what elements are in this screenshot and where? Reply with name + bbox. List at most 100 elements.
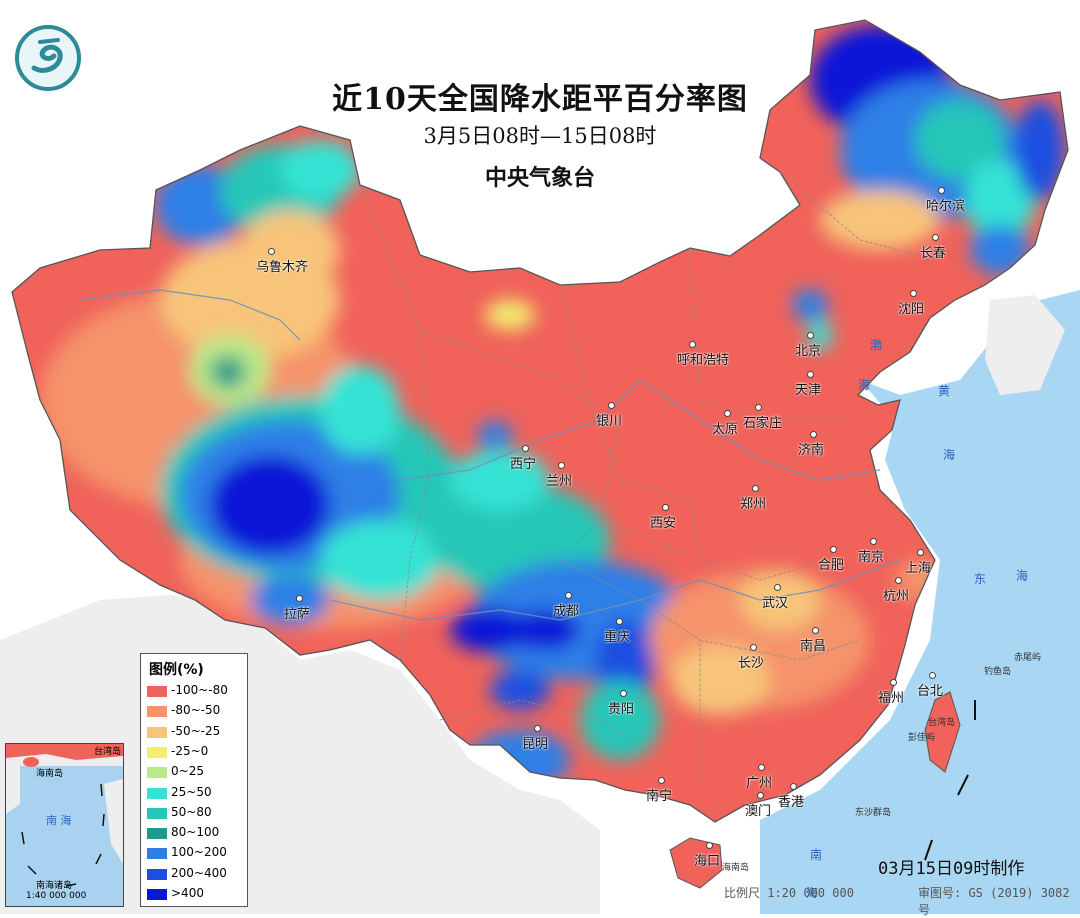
logo-emblem-icon <box>15 25 81 91</box>
city-marker-icon <box>706 842 713 849</box>
city-label: 乌鲁木齐 <box>256 260 309 275</box>
city-marker-icon <box>807 332 814 339</box>
legend-label: 50~80 <box>171 804 212 819</box>
city-label: 重庆 <box>604 630 631 645</box>
legend-swatch <box>147 686 167 697</box>
city-marker-icon <box>724 410 731 417</box>
legend-label: 200~400 <box>171 865 227 880</box>
legend-item: -100~-80 <box>147 682 247 700</box>
sea-label: 海 <box>858 378 871 392</box>
city-marker-icon <box>929 672 936 679</box>
legend-swatch <box>147 726 167 738</box>
legend-label: 100~200 <box>171 845 227 860</box>
city-marker-icon <box>558 462 565 469</box>
legend-label: 25~50 <box>171 784 212 799</box>
map-subtitle: 3月5日08时—15日08时 <box>423 124 657 148</box>
city-label: 拉萨 <box>284 607 311 622</box>
sea-label: 海 <box>1016 569 1029 583</box>
city-label: 广州 <box>746 776 773 791</box>
city-marker-icon <box>810 431 817 438</box>
legend-swatch <box>147 807 167 819</box>
city-label: 海口 <box>694 854 721 869</box>
sea-label: 渤 <box>870 338 883 352</box>
city-marker-icon <box>910 290 917 297</box>
legend-swatch <box>147 848 167 860</box>
legend: 图例(%) -100~-80 -80~-50 -50~-25 -25~0 0~25 25~… <box>140 653 248 907</box>
city-label: 西宁 <box>510 457 537 472</box>
city-label: 南昌 <box>800 639 827 654</box>
legend-label: 0~25 <box>171 764 204 779</box>
legend-title: 图例(%) <box>149 662 204 678</box>
city-label: 呼和浩特 <box>677 353 730 368</box>
city-marker-icon <box>895 577 902 584</box>
city-marker-icon <box>534 725 541 732</box>
city-label: 长春 <box>920 246 947 261</box>
city-marker-icon <box>268 248 275 255</box>
legend-item: 25~50 <box>147 784 247 802</box>
city-label: 西安 <box>650 516 677 531</box>
inset-sea-label: 南 海 <box>46 814 72 827</box>
island-label: 赤尾屿 <box>1014 653 1042 663</box>
legend-label: >400 <box>171 886 204 900</box>
city-marker-icon <box>620 690 627 697</box>
inset-map <box>6 744 123 887</box>
city-label: 南宁 <box>646 789 673 804</box>
legend-item: 80~100 <box>147 824 247 842</box>
map-organization: 中央气象台 <box>484 165 595 191</box>
legend-swatch <box>147 767 167 779</box>
city-marker-icon <box>917 549 924 556</box>
legend-label: 80~100 <box>171 825 220 840</box>
city-marker-icon <box>755 404 762 411</box>
city-label: 昆明 <box>522 737 549 752</box>
legend-item: 50~80 <box>147 804 247 822</box>
city-marker-icon <box>774 584 781 591</box>
city-label: 太原 <box>712 422 739 437</box>
city-marker-icon <box>830 546 837 553</box>
city-label: 郑州 <box>740 497 767 512</box>
city-marker-icon <box>758 764 765 771</box>
city-marker-icon <box>932 234 939 241</box>
legend-item: 100~200 <box>147 844 247 862</box>
city-marker-icon <box>522 445 529 452</box>
city-label: 兰州 <box>546 474 573 489</box>
city-marker-icon <box>658 777 665 784</box>
island-label: 台湾岛 <box>928 718 956 728</box>
map-scale: 比例尺 1:20 000 000 <box>724 886 854 900</box>
legend-item: >400 <box>147 885 247 903</box>
inset-taiwan-label: 台湾岛 <box>94 747 122 757</box>
city-label: 银川 <box>596 414 623 429</box>
sea-label: 东 <box>974 572 987 586</box>
inset-hainan-label: 海南岛 <box>36 769 64 779</box>
city-label: 成都 <box>553 604 580 619</box>
city-marker-icon <box>807 371 814 378</box>
city-label: 石家庄 <box>743 416 783 431</box>
city-marker-icon <box>870 538 877 545</box>
city-label: 香港 <box>778 795 805 810</box>
legend-item: -80~-50 <box>147 702 247 720</box>
city-label: 合肥 <box>818 558 845 573</box>
legend-item: -50~-25 <box>147 723 247 741</box>
legend-label: -100~-80 <box>171 683 228 697</box>
legend-swatch <box>147 746 167 758</box>
city-marker-icon <box>689 341 696 348</box>
island-label: 东沙群岛 <box>855 808 892 818</box>
legend-item: 200~400 <box>147 865 247 883</box>
city-label: 杭州 <box>883 589 910 604</box>
island-label: 彭佳屿 <box>908 733 936 743</box>
legend-label: -80~-50 <box>171 703 221 718</box>
inset-islands-label: 南海诸岛 <box>36 881 73 891</box>
legend-swatch <box>147 868 167 880</box>
city-label: 天津 <box>795 383 822 398</box>
city-label: 福州 <box>878 691 905 706</box>
city-marker-icon <box>752 485 759 492</box>
island-label: 钓鱼岛 <box>984 667 1012 677</box>
city-marker-icon <box>296 595 303 602</box>
map-title: 近10天全国降水距平百分率图 <box>332 82 748 117</box>
city-marker-icon <box>662 504 669 511</box>
city-marker-icon <box>812 627 819 634</box>
city-label: 南京 <box>858 550 885 565</box>
legend-label: -50~-25 <box>171 723 221 738</box>
city-label: 澳门 <box>745 804 772 819</box>
city-label: 北京 <box>795 344 822 359</box>
